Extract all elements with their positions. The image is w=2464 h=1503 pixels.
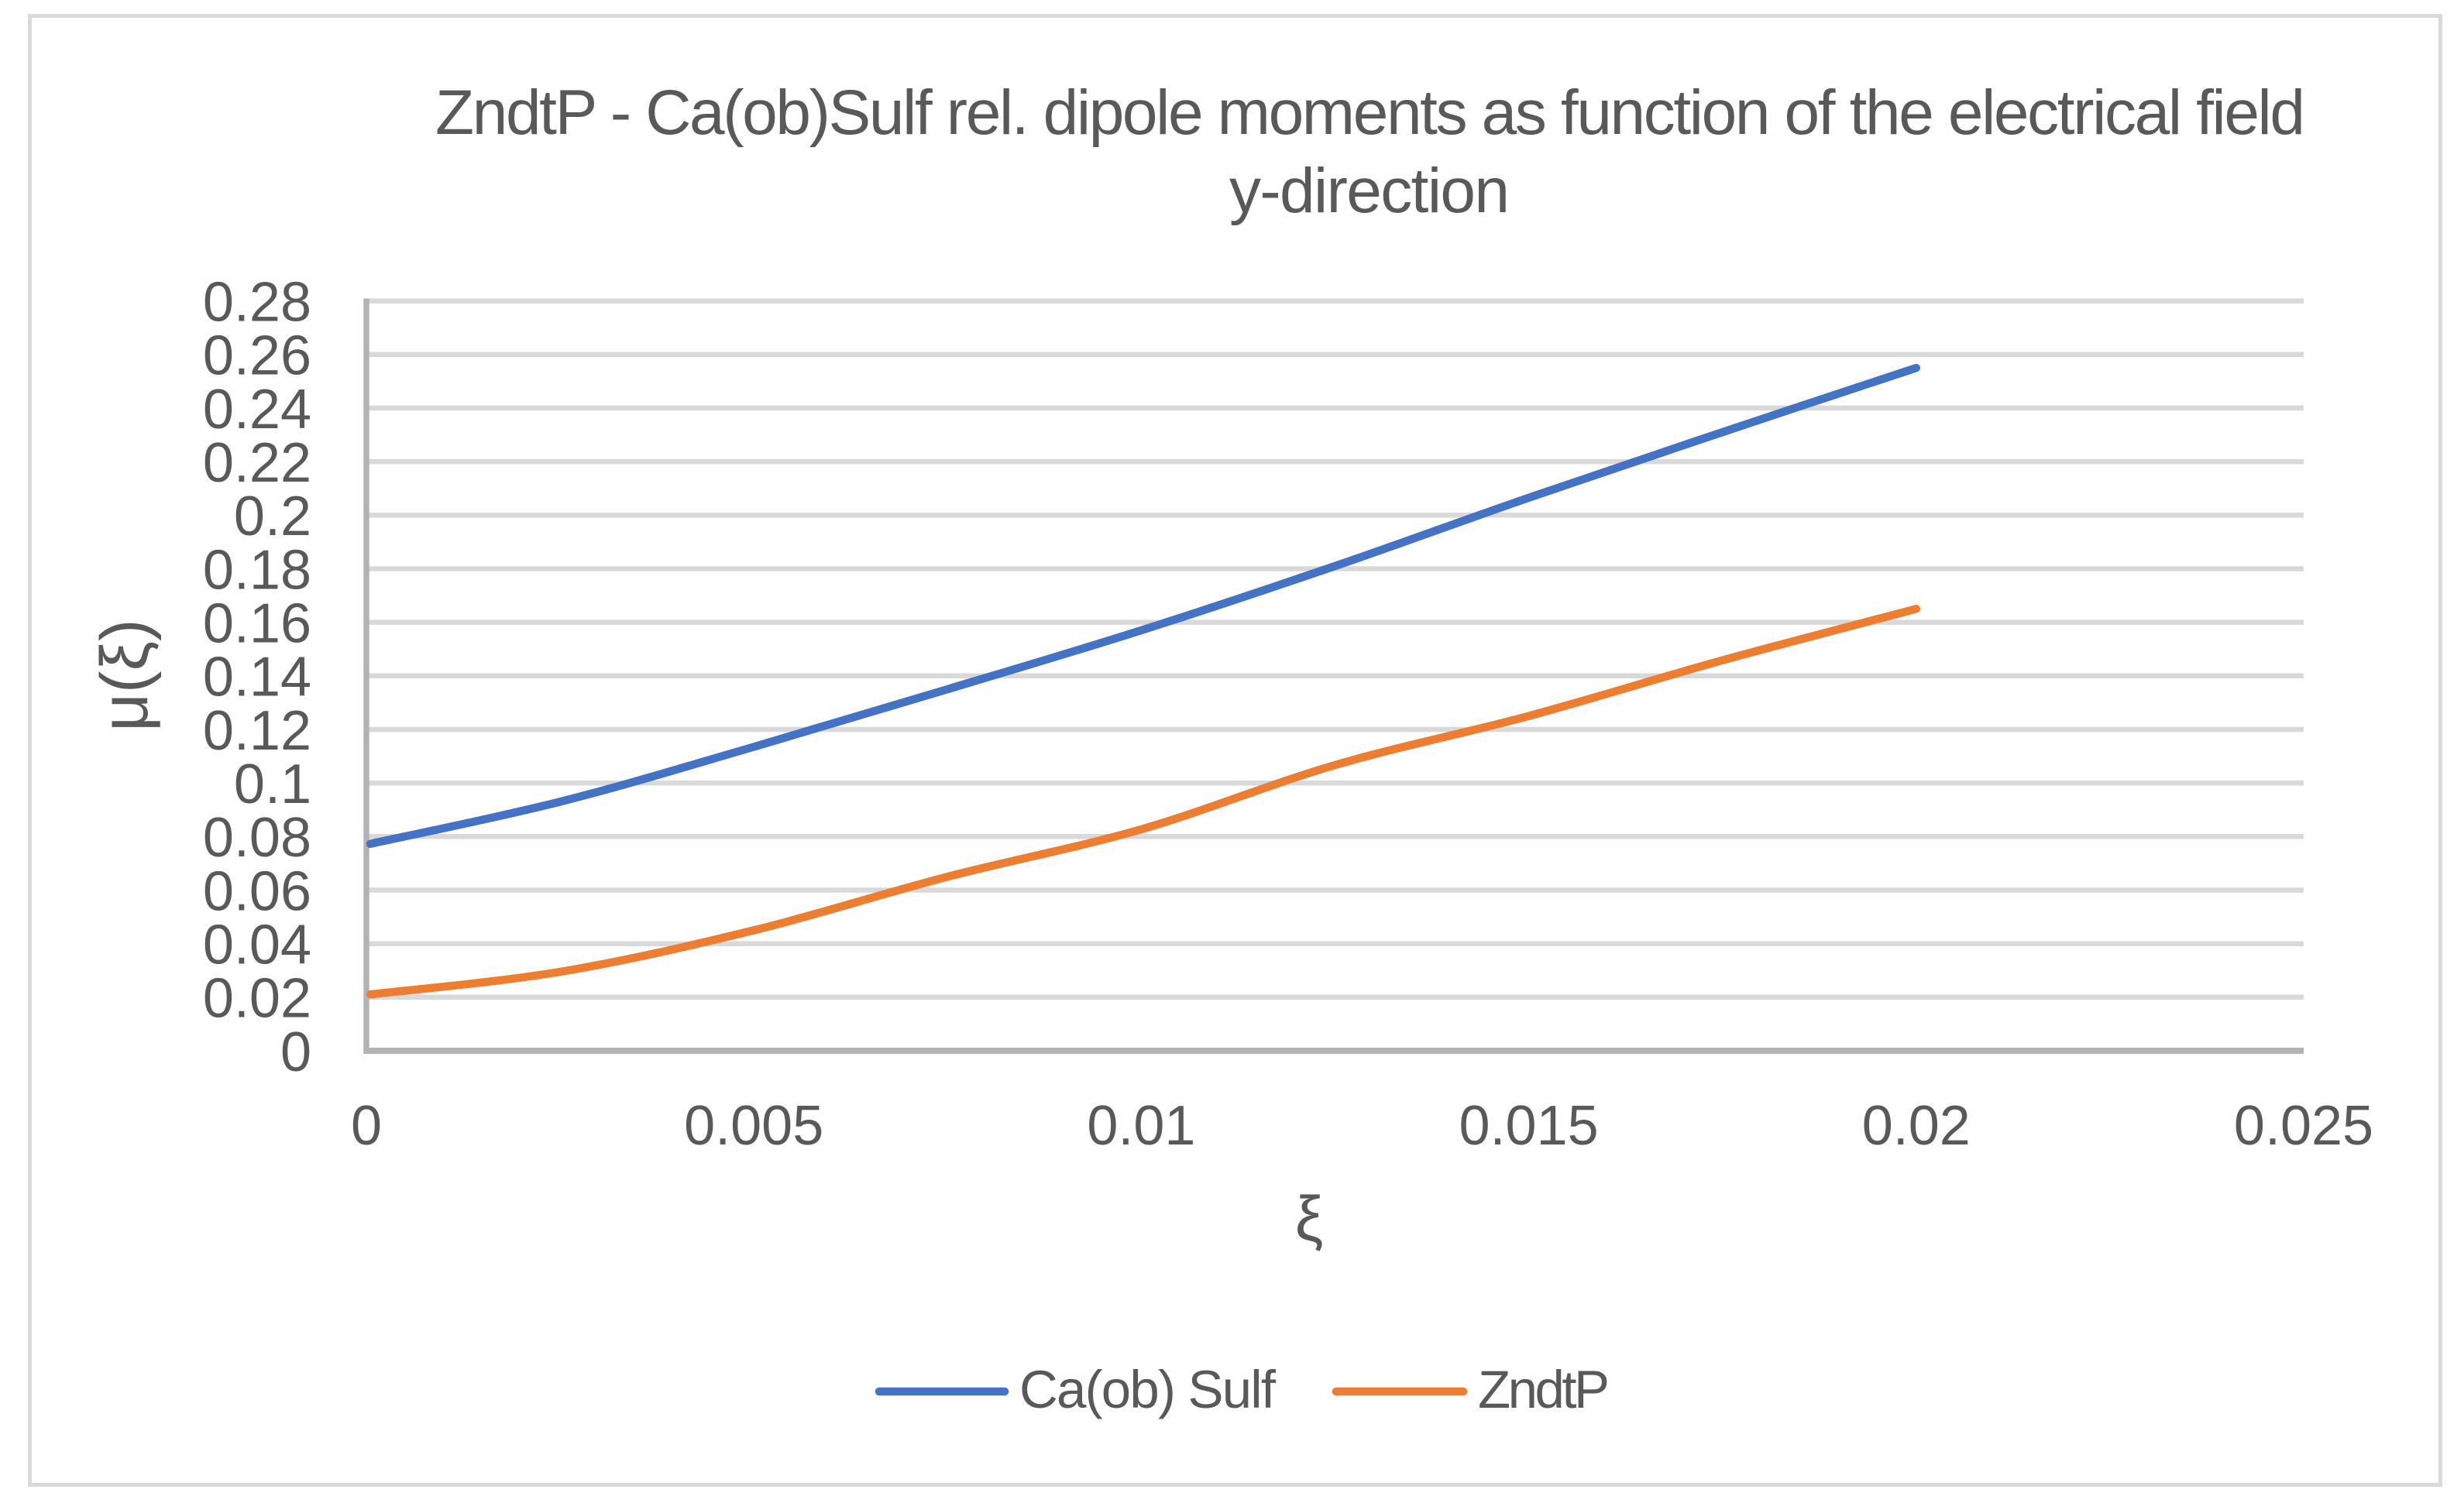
svg-text:Ca(ob) Sulf: Ca(ob) Sulf: [1019, 1360, 1277, 1419]
svg-text:0.08: 0.08: [203, 807, 311, 869]
svg-text:0.04: 0.04: [203, 914, 311, 976]
svg-text:0.24: 0.24: [203, 379, 311, 441]
svg-text:ZndtP - Ca(ob)Sulf rel. dipole: ZndtP - Ca(ob)Sulf rel. dipole moments a…: [435, 77, 2305, 148]
svg-text:0.025: 0.025: [2234, 1095, 2373, 1157]
svg-text:0.015: 0.015: [1459, 1095, 1599, 1157]
svg-text:0: 0: [351, 1095, 382, 1157]
svg-text:0.28: 0.28: [203, 272, 311, 334]
svg-text:μ(ξ): μ(ξ): [88, 619, 162, 731]
svg-text:0.12: 0.12: [203, 700, 311, 762]
svg-text:0.26: 0.26: [203, 325, 311, 387]
svg-text:0.005: 0.005: [684, 1095, 823, 1157]
svg-text:0.22: 0.22: [203, 432, 311, 494]
svg-text:0.18: 0.18: [203, 539, 311, 601]
svg-text:0.01: 0.01: [1087, 1095, 1195, 1157]
svg-text:0.14: 0.14: [203, 647, 311, 709]
svg-text:ZndtP: ZndtP: [1478, 1360, 1610, 1419]
svg-text:0: 0: [280, 1021, 311, 1083]
svg-text:0.06: 0.06: [203, 860, 311, 922]
svg-text:y-direction: y-direction: [1229, 156, 1510, 226]
svg-text:0.02: 0.02: [1862, 1095, 1971, 1157]
svg-text:0.16: 0.16: [203, 593, 311, 655]
svg-text:ξ: ξ: [1295, 1184, 1324, 1254]
svg-text:0.02: 0.02: [203, 968, 311, 1030]
svg-text:0.1: 0.1: [234, 753, 311, 815]
svg-text:0.2: 0.2: [234, 486, 311, 547]
